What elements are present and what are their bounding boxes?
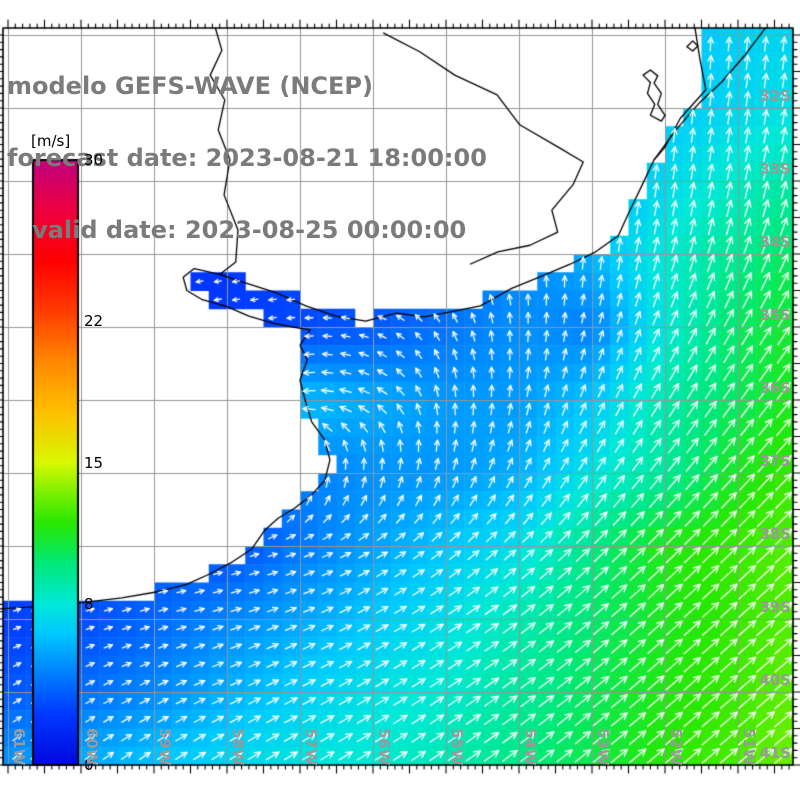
lat-tick-label: 34S — [759, 233, 791, 251]
colorbar-tick-label: 0 — [84, 756, 94, 774]
lat-tick-label: 38S — [759, 525, 791, 543]
lon-tick-label: 59W — [156, 728, 174, 766]
lon-tick-label: 61W — [10, 728, 28, 766]
colorbar-tick-label: 30 — [84, 151, 104, 169]
lat-tick-label: 35S — [759, 306, 791, 324]
lat-tick-label: 39S — [759, 598, 791, 616]
lat-tick-label: 40S — [759, 671, 791, 689]
lat-tick-label: 37S — [759, 452, 791, 470]
colorbar-tick-label: 8 — [84, 594, 94, 613]
lat-tick-label: 32S — [759, 87, 791, 105]
lat-tick-label: 33S — [759, 160, 791, 178]
lon-tick-label: 55W — [448, 728, 466, 766]
title-valid-date-line: valid date: 2023-08-25 00:00:00 — [7, 216, 467, 244]
lat-tick-label: 41S — [759, 744, 791, 762]
colorbar-tick-label: 22 — [84, 312, 104, 331]
colorbar-unit-label: [m/s] — [31, 132, 71, 150]
lon-tick-label: 57W — [302, 728, 320, 766]
lon-tick-label: 54W — [521, 728, 539, 766]
lon-tick-label: 56W — [375, 728, 393, 766]
lon-tick-label: 52W — [667, 728, 685, 766]
lon-tick-label: 53W — [594, 728, 612, 766]
lon-tick-label: 51W — [740, 728, 758, 766]
lat-tick-label: 36S — [759, 379, 791, 397]
title-model-line: modelo GEFS-WAVE (NCEP) — [7, 72, 373, 100]
title-block: modelo GEFS-WAVE (NCEP) forecast date: 2… — [7, 26, 487, 290]
title-forecast-date-line: forecast date: 2023-08-21 18:00:00 — [7, 144, 487, 172]
lon-tick-label: 58W — [229, 728, 247, 766]
colorbar-tick-label: 15 — [84, 453, 104, 472]
lon-tick-label: 60W — [83, 728, 101, 766]
